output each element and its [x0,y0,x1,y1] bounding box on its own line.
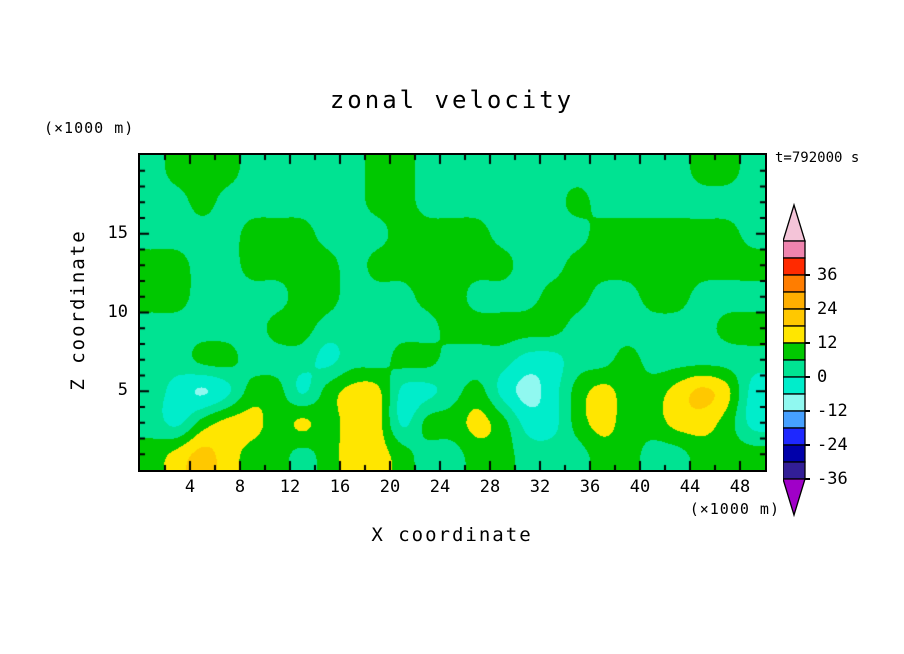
colorbar-swatch [782,410,806,429]
colorbar-swatch [782,308,806,327]
x-tick-label: 20 [379,477,401,497]
time-annotation: t=792000 s [775,150,860,166]
x-tick-label: 36 [579,477,601,497]
y-tick-label: 5 [117,380,128,401]
colorbar-swatch [782,359,806,378]
colorbar-arrow-up [782,202,806,242]
y-axis-title: Z coordinate [67,229,89,391]
x-tick-label: 44 [679,477,701,497]
x-tick-label: 32 [529,477,551,497]
x-tick-label: 16 [329,477,351,497]
x-tick-label: 8 [234,477,246,497]
colorbar-swatch [782,427,806,446]
x-tick-label: 4 [184,477,196,497]
colorbar-swatch [782,257,806,276]
colorbar-tick-label: -36 [817,469,848,489]
colorbar-tick-label: 0 [817,367,828,387]
x-tick-label: 24 [429,477,451,497]
x-tick-label: 48 [729,477,751,497]
x-axis-title: X coordinate [371,524,533,546]
colorbar-swatch [782,461,806,480]
colorbar-swatch [782,291,806,310]
contour-field [138,153,767,472]
colorbar-swatch [782,376,806,395]
chart-title: zonal velocity [329,86,575,114]
colorbar-swatch [782,342,806,361]
colorbar-tick-label: -24 [817,435,848,455]
x-tick-label: 28 [479,477,501,497]
colorbar: 36 24 12 0 -12 -24 -36 [782,198,904,538]
y-tick-label: 10 [107,301,128,322]
colorbar-swatch [782,274,806,293]
colorbar-swatch [782,393,806,412]
y-tick-label: 15 [107,222,128,243]
colorbar-arrow-down [782,478,806,518]
x-tick-label: 40 [629,477,651,497]
colorbar-swatch [782,325,806,344]
colorbar-tick-label: 12 [817,333,838,353]
colorbar-swatch [782,444,806,463]
x-tick-label: 12 [279,477,301,497]
colorbar-tick-label: -12 [817,401,848,421]
y-axis-unit-label: (×1000 m) [44,119,135,137]
x-axis-unit-label: (×1000 m) [689,500,780,518]
colorbar-swatch [782,240,806,259]
colorbar-tick-label: 24 [817,299,838,319]
colorbar-tick-label: 36 [817,265,838,285]
